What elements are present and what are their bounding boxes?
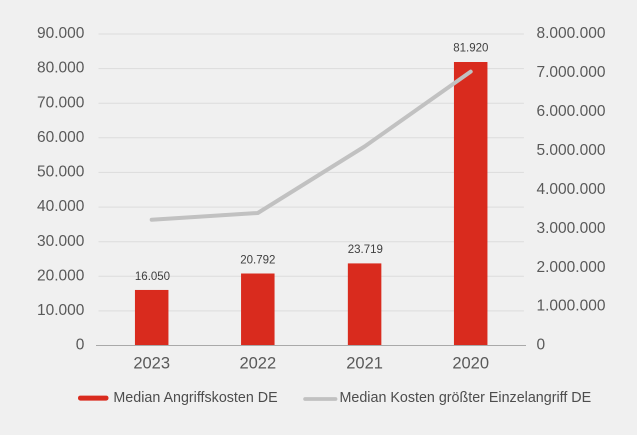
svg-text:4.000.000: 4.000.000 [537,181,606,198]
svg-text:2020: 2020 [452,355,489,373]
svg-text:30.000: 30.000 [37,233,85,250]
svg-text:Median Kosten größter Einzelan: Median Kosten größter Einzelangriff DE [340,390,592,406]
svg-text:2022: 2022 [239,355,276,373]
svg-text:10.000: 10.000 [37,302,85,319]
svg-text:23.719: 23.719 [348,244,383,256]
svg-text:6.000.000: 6.000.000 [537,103,606,120]
svg-text:2021: 2021 [346,355,383,373]
svg-text:0: 0 [537,337,546,354]
svg-text:1.000.000: 1.000.000 [537,298,606,315]
svg-text:2.000.000: 2.000.000 [537,259,606,276]
svg-text:90.000: 90.000 [37,25,85,42]
svg-text:8.000.000: 8.000.000 [537,25,606,42]
svg-text:3.000.000: 3.000.000 [537,220,606,237]
svg-text:40.000: 40.000 [37,198,85,215]
svg-text:50.000: 50.000 [37,164,85,181]
svg-text:70.000: 70.000 [37,94,85,111]
svg-text:20.792: 20.792 [240,254,275,266]
svg-text:7.000.000: 7.000.000 [537,64,606,81]
svg-text:81.920: 81.920 [453,42,488,54]
svg-text:16.050: 16.050 [135,271,170,283]
svg-text:20.000: 20.000 [37,267,85,284]
svg-text:80.000: 80.000 [37,60,85,77]
svg-text:5.000.000: 5.000.000 [537,142,606,159]
svg-text:Median Angriffskosten DE: Median Angriffskosten DE [113,390,277,406]
svg-text:0: 0 [76,337,85,354]
svg-text:2023: 2023 [133,355,170,373]
svg-text:60.000: 60.000 [37,129,85,146]
